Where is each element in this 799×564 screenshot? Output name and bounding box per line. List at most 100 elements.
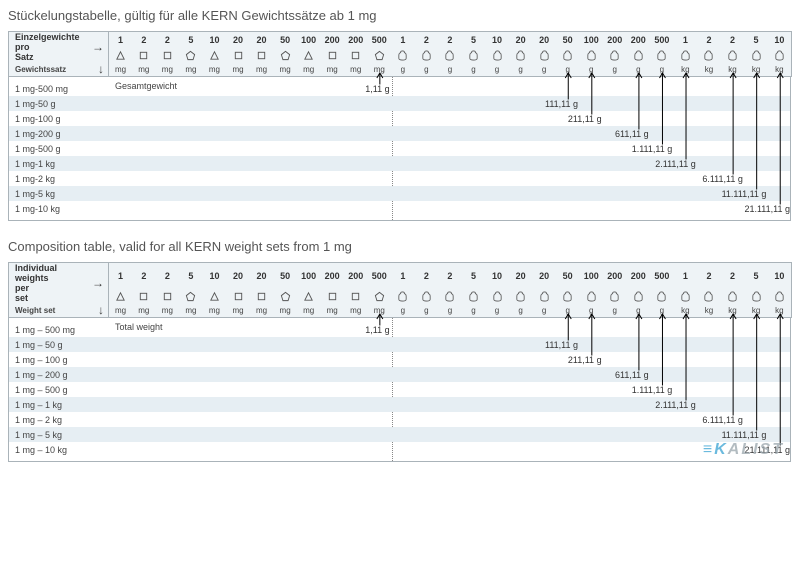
hdr-unit-25: kg bbox=[697, 62, 721, 77]
row-value-3: 611,11 g bbox=[615, 129, 651, 139]
hdr-val-0: 1 bbox=[109, 263, 133, 290]
hdr-shape-3 bbox=[179, 48, 203, 62]
hdr-val-0: 1 bbox=[109, 32, 133, 49]
hdr-unit-26: kg bbox=[721, 303, 745, 318]
hdr-shape-25 bbox=[697, 289, 721, 303]
hdr-val-12: 1 bbox=[391, 263, 415, 290]
hdr-unit-21: g bbox=[603, 303, 627, 318]
hdr-shape-1 bbox=[132, 289, 156, 303]
hdr-val-12: 1 bbox=[391, 32, 415, 49]
hdr-unit-2: mg bbox=[156, 62, 180, 77]
hdr-shape-28 bbox=[768, 48, 792, 62]
hdr-unit-20: g bbox=[579, 62, 603, 77]
hdr-shape-6 bbox=[250, 48, 274, 62]
hdr-unit-17: g bbox=[509, 62, 533, 77]
hdr-unit-24: kg bbox=[674, 62, 698, 77]
hdr-val-18: 20 bbox=[532, 32, 556, 49]
hdr-shape-2 bbox=[156, 289, 180, 303]
hdr-shape-17 bbox=[509, 48, 533, 62]
hdr-val-20: 100 bbox=[579, 32, 603, 49]
row-label-3: 1 mg-200 g bbox=[9, 129, 109, 139]
row-value-6: 6.111,11 g bbox=[702, 174, 745, 184]
data-row-5: 1 mg – 1 kg 2.111,11 g bbox=[9, 397, 790, 412]
hdr-unit-19: g bbox=[556, 62, 580, 77]
section-1: Composition table, valid for all KERN we… bbox=[8, 239, 791, 462]
row-label-2: 1 mg-100 g bbox=[9, 114, 109, 124]
hdr-val-24: 1 bbox=[674, 263, 698, 290]
hdr-shape-14 bbox=[438, 48, 462, 62]
row-label-7: 1 mg – 5 kg bbox=[9, 430, 109, 440]
hdr-shape-24 bbox=[674, 48, 698, 62]
hdr-val-3: 5 bbox=[179, 32, 203, 49]
row-label-0: 1 mg-500 mg bbox=[9, 84, 109, 94]
hdr-val-1: 2 bbox=[132, 32, 156, 49]
hdr-val-9: 200 bbox=[320, 263, 344, 290]
total-weight-label: Total weight bbox=[115, 322, 163, 332]
hdr-unit-22: g bbox=[627, 303, 651, 318]
hdr-unit-2: mg bbox=[156, 303, 180, 318]
hdr-shape-22 bbox=[627, 48, 651, 62]
hdr-unit-14: g bbox=[438, 62, 462, 77]
hdr-shape-24 bbox=[674, 289, 698, 303]
data-row-1: 1 mg – 50 g 111,11 g bbox=[9, 337, 790, 352]
data-row-8: 1 mg – 10 kg 21.111,11 g bbox=[9, 442, 790, 457]
hdr-shape-27 bbox=[744, 48, 768, 62]
data-row-6: 1 mg-2 kg 6.111,11 g bbox=[9, 171, 790, 186]
hdr-val-10: 200 bbox=[344, 263, 368, 290]
hdr-shape-26 bbox=[721, 289, 745, 303]
hdr-val-2: 2 bbox=[156, 32, 180, 49]
hdr-shape-8 bbox=[297, 48, 321, 62]
hdr-unit-12: g bbox=[391, 303, 415, 318]
hdr-unit-6: mg bbox=[250, 303, 274, 318]
hdr-val-20: 100 bbox=[579, 263, 603, 290]
hdr-shape-9 bbox=[320, 48, 344, 62]
hdr-unit-28: kg bbox=[768, 62, 792, 77]
hdr-shape-0 bbox=[109, 289, 133, 303]
hdr-unit-6: mg bbox=[250, 62, 274, 77]
hdr-val-21: 200 bbox=[603, 32, 627, 49]
hdr-val-28: 10 bbox=[768, 263, 792, 290]
hdr-val-18: 20 bbox=[532, 263, 556, 290]
hdr-shape-5 bbox=[226, 48, 250, 62]
row-value-3: 611,11 g bbox=[615, 370, 651, 380]
hdr-val-15: 5 bbox=[462, 263, 486, 290]
data-row-4: 1 mg-500 g 1.111,11 g bbox=[9, 141, 790, 156]
row-label-2: 1 mg – 100 g bbox=[9, 355, 109, 365]
hdr-unit-8: mg bbox=[297, 303, 321, 318]
hdr-unit-20: g bbox=[579, 303, 603, 318]
row-label-1: 1 mg – 50 g bbox=[9, 340, 109, 350]
hdr-shape-11 bbox=[368, 48, 392, 62]
hdr-unit-10: mg bbox=[344, 62, 368, 77]
hdr-shape-0 bbox=[109, 48, 133, 62]
hdr-unit-4: mg bbox=[203, 303, 227, 318]
hdr-unit-19: g bbox=[556, 303, 580, 318]
hdr-shape-18 bbox=[532, 48, 556, 62]
row-value-6: 6.111,11 g bbox=[702, 415, 745, 425]
hdr-shape-28 bbox=[768, 289, 792, 303]
hdr-shape-12 bbox=[391, 289, 415, 303]
hdr-shape-19 bbox=[556, 48, 580, 62]
hdr-unit-0: mg bbox=[109, 303, 133, 318]
hdr-val-19: 50 bbox=[556, 263, 580, 290]
row-value-1: 111,11 g bbox=[545, 340, 580, 350]
body-table: 1 mg – 500 mg Total weight 1,11 g 1 mg –… bbox=[8, 318, 791, 462]
hdr-unit-10: mg bbox=[344, 303, 368, 318]
row-label-8: 1 mg – 10 kg bbox=[9, 445, 109, 455]
hdr-val-24: 1 bbox=[674, 32, 698, 49]
header-table: Individual weightsperset → 1225102020501… bbox=[8, 262, 792, 318]
hdr-val-17: 20 bbox=[509, 32, 533, 49]
hdr-unit-15: g bbox=[462, 303, 486, 318]
hdr-shape-7 bbox=[273, 289, 297, 303]
hdr-shape-23 bbox=[650, 48, 674, 62]
hdr-shape-7 bbox=[273, 48, 297, 62]
header-label-1: Einzelgewichte proSatz → bbox=[9, 32, 109, 63]
hdr-unit-15: g bbox=[462, 62, 486, 77]
hdr-shape-10 bbox=[344, 48, 368, 62]
section-title-0: Stückelungstabelle, gültig für alle KERN… bbox=[8, 8, 791, 23]
hdr-shape-5 bbox=[226, 289, 250, 303]
hdr-unit-13: g bbox=[415, 303, 439, 318]
row-value-5: 2.111,11 g bbox=[655, 400, 698, 410]
hdr-shape-11 bbox=[368, 289, 392, 303]
hdr-shape-17 bbox=[509, 289, 533, 303]
section-0: Stückelungstabelle, gültig für alle KERN… bbox=[8, 8, 791, 221]
